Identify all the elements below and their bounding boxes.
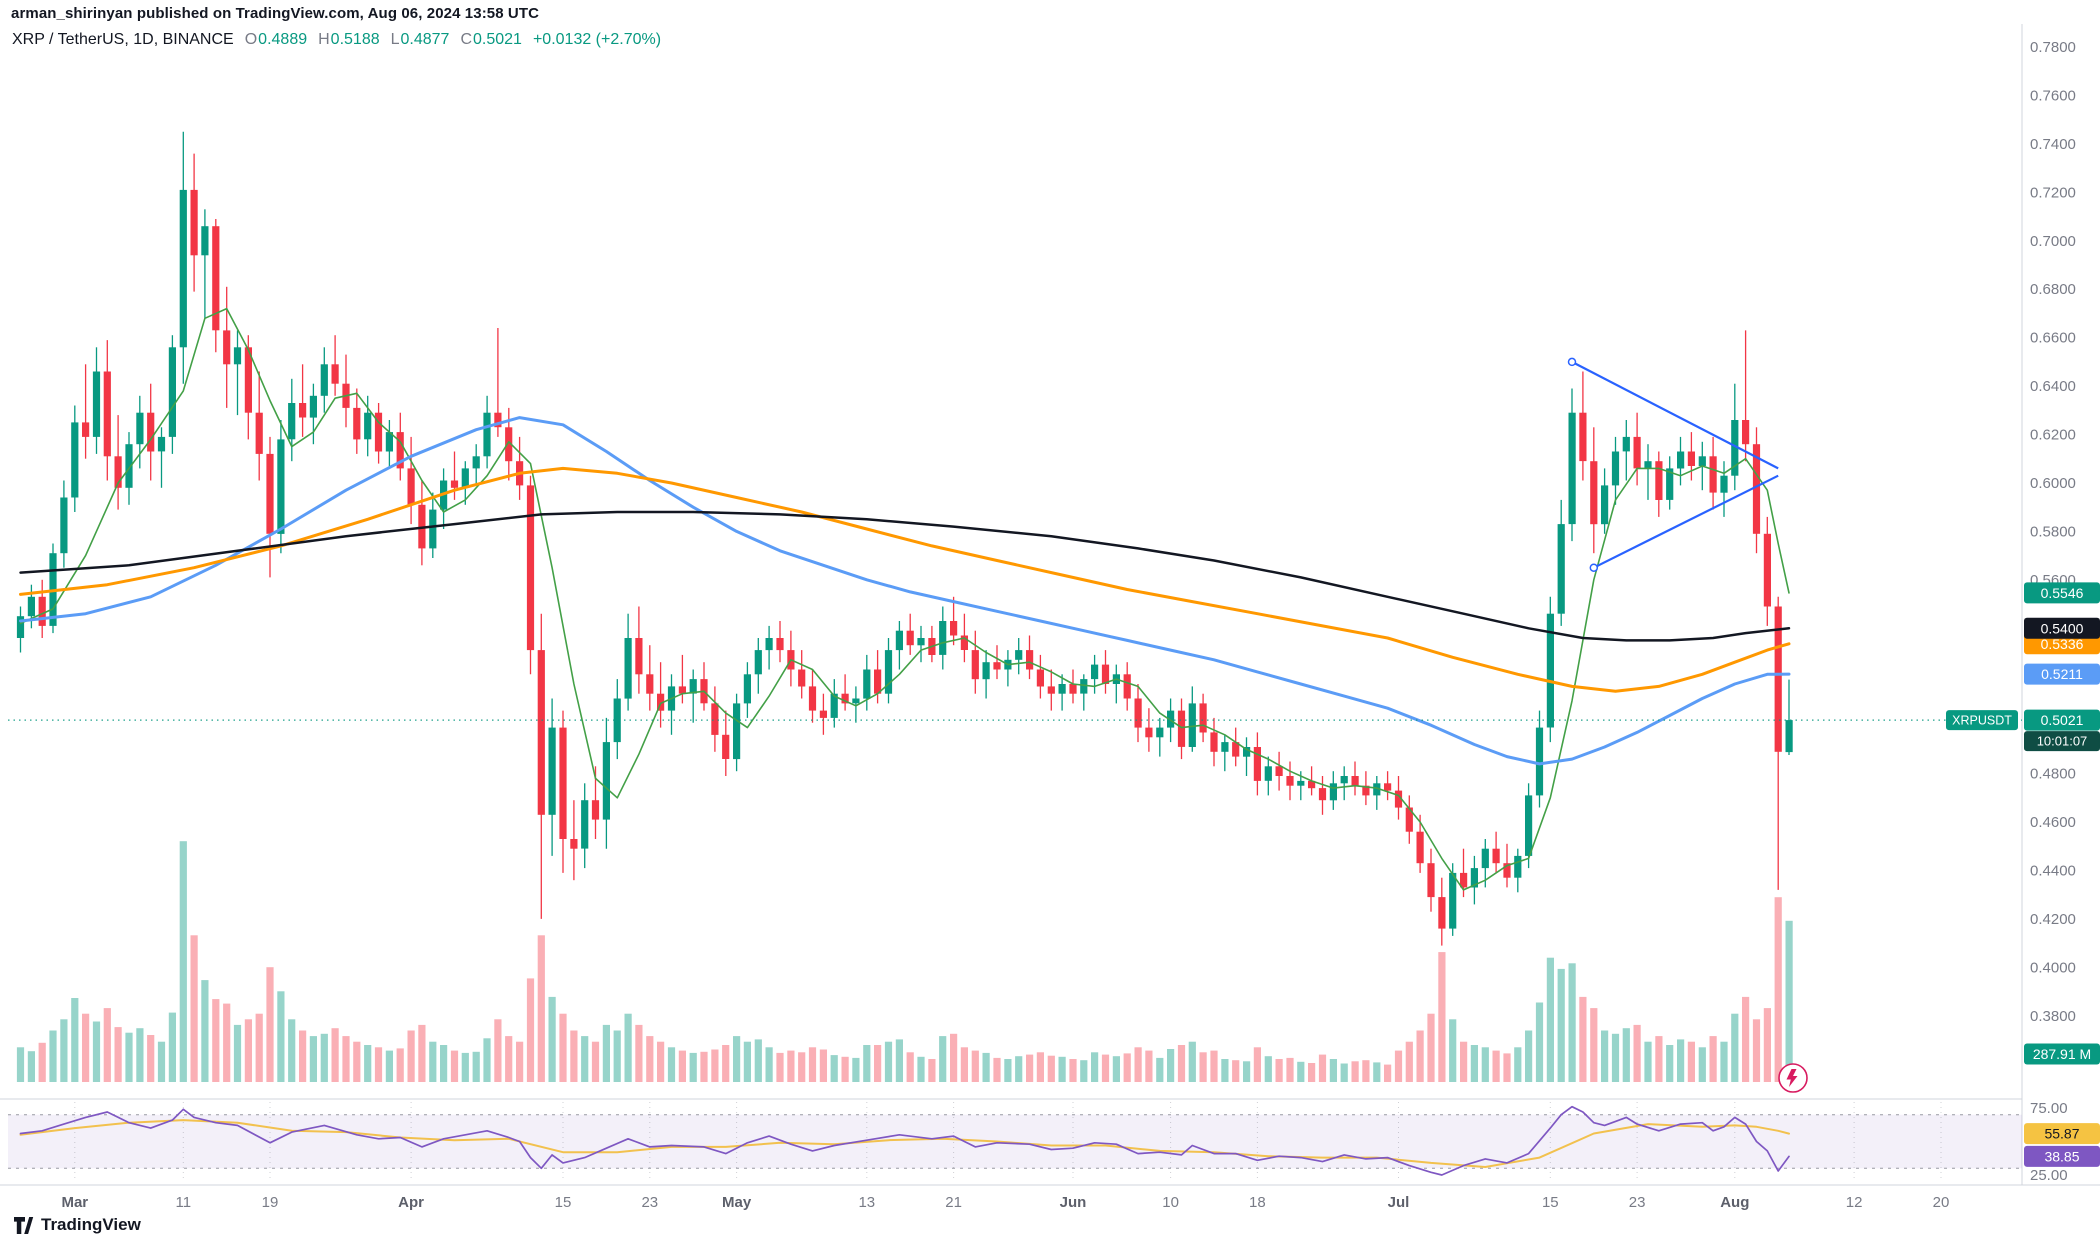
svg-text:0.7400: 0.7400 — [2030, 136, 2076, 153]
svg-text:0.5546: 0.5546 — [2041, 585, 2084, 601]
svg-text:Jun: Jun — [1060, 1194, 1087, 1211]
svg-text:0.5211: 0.5211 — [2041, 666, 2083, 682]
svg-text:Apr: Apr — [398, 1194, 424, 1211]
attribution: arman_shirinyan published on TradingView… — [11, 5, 540, 22]
price-axis[interactable]: 0.7800 0.7600 0.7400 0.7200 0.7000 0.6800 0.66… — [2030, 39, 2076, 1025]
rsi-scale-label-1: 25.00 — [2030, 1167, 2068, 1184]
svg-text:0.4800: 0.4800 — [2030, 766, 2076, 783]
pennant-lower-line[interactable] — [1593, 474, 1779, 569]
lightning-icon[interactable] — [1778, 1063, 1808, 1093]
rsi-signal-value-label: 55.87 — [2024, 1123, 2100, 1145]
svg-text:15: 15 — [1542, 1194, 1559, 1211]
svg-text:0.6800: 0.6800 — [2030, 281, 2076, 298]
ohlc-low-key: L — [390, 31, 400, 48]
last-price-value-label: 0.5021 — [2024, 709, 2100, 731]
time-axis[interactable]: Mar 11 19 Apr 15 23 May 13 21 Jun 10 18 Jul 15 23 Aug 12… — [61, 1194, 1949, 1211]
svg-text:38.85: 38.85 — [2044, 1148, 2079, 1164]
symbol-tag: XRPUSDT — [1946, 710, 2018, 731]
candlesticks — [16, 131, 1793, 946]
rsi-line — [19, 1105, 1790, 1176]
svg-text:0.7600: 0.7600 — [2030, 87, 2076, 104]
countdown-label: 10:01:07 — [2024, 731, 2100, 752]
svg-text:Mar: Mar — [61, 1194, 88, 1211]
ma-fast-green-value-label: 0.5546 — [2024, 582, 2100, 604]
svg-text:20: 20 — [1933, 1194, 1950, 1211]
svg-text:19: 19 — [262, 1194, 279, 1211]
ohlc-close: C0.5021 — [460, 31, 522, 49]
rsi-scale-label-0: 75.00 — [2030, 1100, 2068, 1117]
ohlc-open: O0.4889 — [245, 31, 307, 49]
svg-text:0.6400: 0.6400 — [2030, 378, 2076, 395]
ohlc-close-key: C — [460, 31, 473, 48]
svg-text:0.5336: 0.5336 — [2041, 636, 2084, 652]
svg-text:0.4400: 0.4400 — [2030, 863, 2076, 880]
svg-text:23: 23 — [1629, 1194, 1646, 1211]
ma-fast-green-line — [19, 307, 1790, 891]
ohlc-open-value: 0.4889 — [258, 31, 308, 48]
svg-text:0.5021: 0.5021 — [2041, 712, 2084, 728]
ma-mid-blue-line — [19, 416, 1791, 766]
ma-long-black-value-label: 0.5400 — [2024, 617, 2100, 639]
volume-value-label: 287.91 M — [2024, 1043, 2100, 1065]
svg-text:0.6600: 0.6600 — [2030, 330, 2076, 347]
rsi-pane — [8, 1102, 2022, 1182]
svg-text:55.87: 55.87 — [2044, 1126, 2079, 1142]
svg-text:10: 10 — [1162, 1194, 1179, 1211]
pennant-upper-line-anchor[interactable] — [1567, 357, 1577, 367]
ma-long-black-line — [19, 510, 1791, 642]
svg-text:12: 12 — [1846, 1194, 1863, 1211]
svg-text:0.4600: 0.4600 — [2030, 814, 2076, 831]
rsi-value-label: 38.85 — [2024, 1145, 2100, 1167]
svg-text:23: 23 — [641, 1194, 658, 1211]
svg-text:18: 18 — [1249, 1194, 1266, 1211]
svg-text:May: May — [722, 1194, 752, 1211]
ohlc-high-key: H — [318, 31, 330, 48]
tradingview-logo-text: TradingView — [41, 1215, 141, 1234]
ohlc-high: H0.5188 — [318, 31, 380, 49]
svg-text:0.7800: 0.7800 — [2030, 39, 2076, 56]
ohlc-high-value: 0.5188 — [330, 31, 380, 48]
svg-text:0.6200: 0.6200 — [2030, 427, 2076, 444]
svg-text:Aug: Aug — [1720, 1194, 1749, 1211]
ohlc-close-value: 0.5021 — [473, 31, 522, 48]
volume-pane — [16, 841, 1793, 1082]
chart-legend[interactable]: XRP / TetherUS, 1D, BINANCE O0.4889 H0.5… — [12, 31, 661, 49]
svg-text:0.6000: 0.6000 — [2030, 475, 2076, 492]
ohlc-low-value: 0.4877 — [400, 31, 450, 48]
svg-text:13: 13 — [858, 1194, 875, 1211]
svg-text:0.4000: 0.4000 — [2030, 959, 2076, 976]
svg-text:Jul: Jul — [1388, 1194, 1410, 1211]
pennant-upper-line[interactable] — [1571, 360, 1779, 470]
ohlc-low: L0.4877 — [391, 31, 450, 49]
svg-text:0.7200: 0.7200 — [2030, 184, 2076, 201]
svg-text:11: 11 — [176, 1194, 192, 1211]
svg-text:XRPUSDT: XRPUSDT — [1952, 714, 2012, 728]
svg-text:10:01:07: 10:01:07 — [2037, 734, 2088, 749]
svg-text:0.4200: 0.4200 — [2030, 911, 2076, 928]
symbol-title[interactable]: XRP / TetherUS, 1D, BINANCE — [12, 31, 234, 48]
svg-text:0.5800: 0.5800 — [2030, 523, 2076, 540]
svg-text:0.5400: 0.5400 — [2041, 620, 2084, 636]
tradingview-logo-icon — [14, 1216, 34, 1234]
svg-text:0.3800: 0.3800 — [2030, 1008, 2076, 1025]
pennant-lower-line-anchor[interactable] — [1589, 563, 1599, 572]
ohlc-change: +0.0132 (+2.70%) — [532, 31, 662, 48]
ohlc-open-key: O — [244, 31, 258, 48]
svg-text:15: 15 — [555, 1194, 572, 1211]
svg-text:287.91 M: 287.91 M — [2033, 1046, 2091, 1062]
tradingview-logo[interactable]: TradingView — [13, 1215, 141, 1235]
rsi-signal-line — [19, 1119, 1790, 1168]
svg-text:0.7000: 0.7000 — [2030, 233, 2076, 250]
ma-slow-orange-line — [19, 466, 1791, 693]
svg-text:21: 21 — [945, 1194, 962, 1211]
ma-mid-blue-value-label: 0.5211 — [2024, 663, 2100, 685]
